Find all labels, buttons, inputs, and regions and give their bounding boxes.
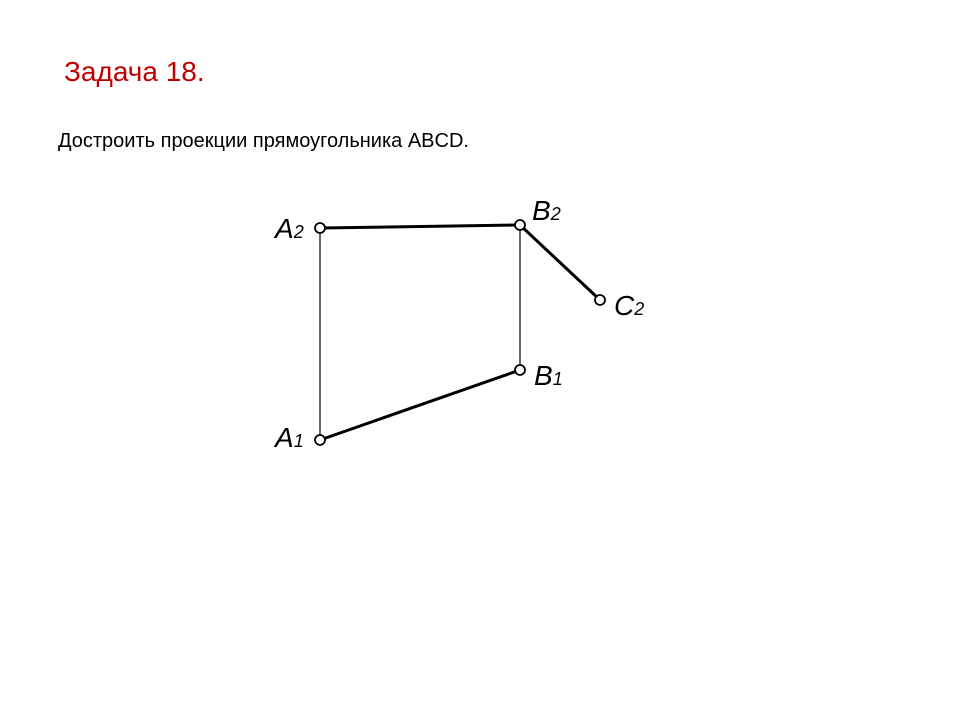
label-c2: C2 <box>614 290 644 322</box>
point-A2 <box>315 223 325 233</box>
point-A1 <box>315 435 325 445</box>
edge-A1-B1 <box>320 370 520 440</box>
point-C2 <box>595 295 605 305</box>
point-B1 <box>515 365 525 375</box>
problem-title: Задача 18. <box>64 56 205 88</box>
label-a1: A1 <box>275 422 304 454</box>
label-b2: B2 <box>532 195 561 227</box>
edge-B2-C2 <box>520 225 600 300</box>
page-root: Задача 18. Достроить проекции прямоуголь… <box>0 0 960 720</box>
label-a2: A2 <box>275 213 304 245</box>
problem-statement: Достроить проекции прямоугольника ABCD. <box>58 130 469 153</box>
edge-A2-B2 <box>320 225 520 228</box>
label-b1: B1 <box>534 360 563 392</box>
point-B2 <box>515 220 525 230</box>
geometry-diagram <box>0 0 960 720</box>
